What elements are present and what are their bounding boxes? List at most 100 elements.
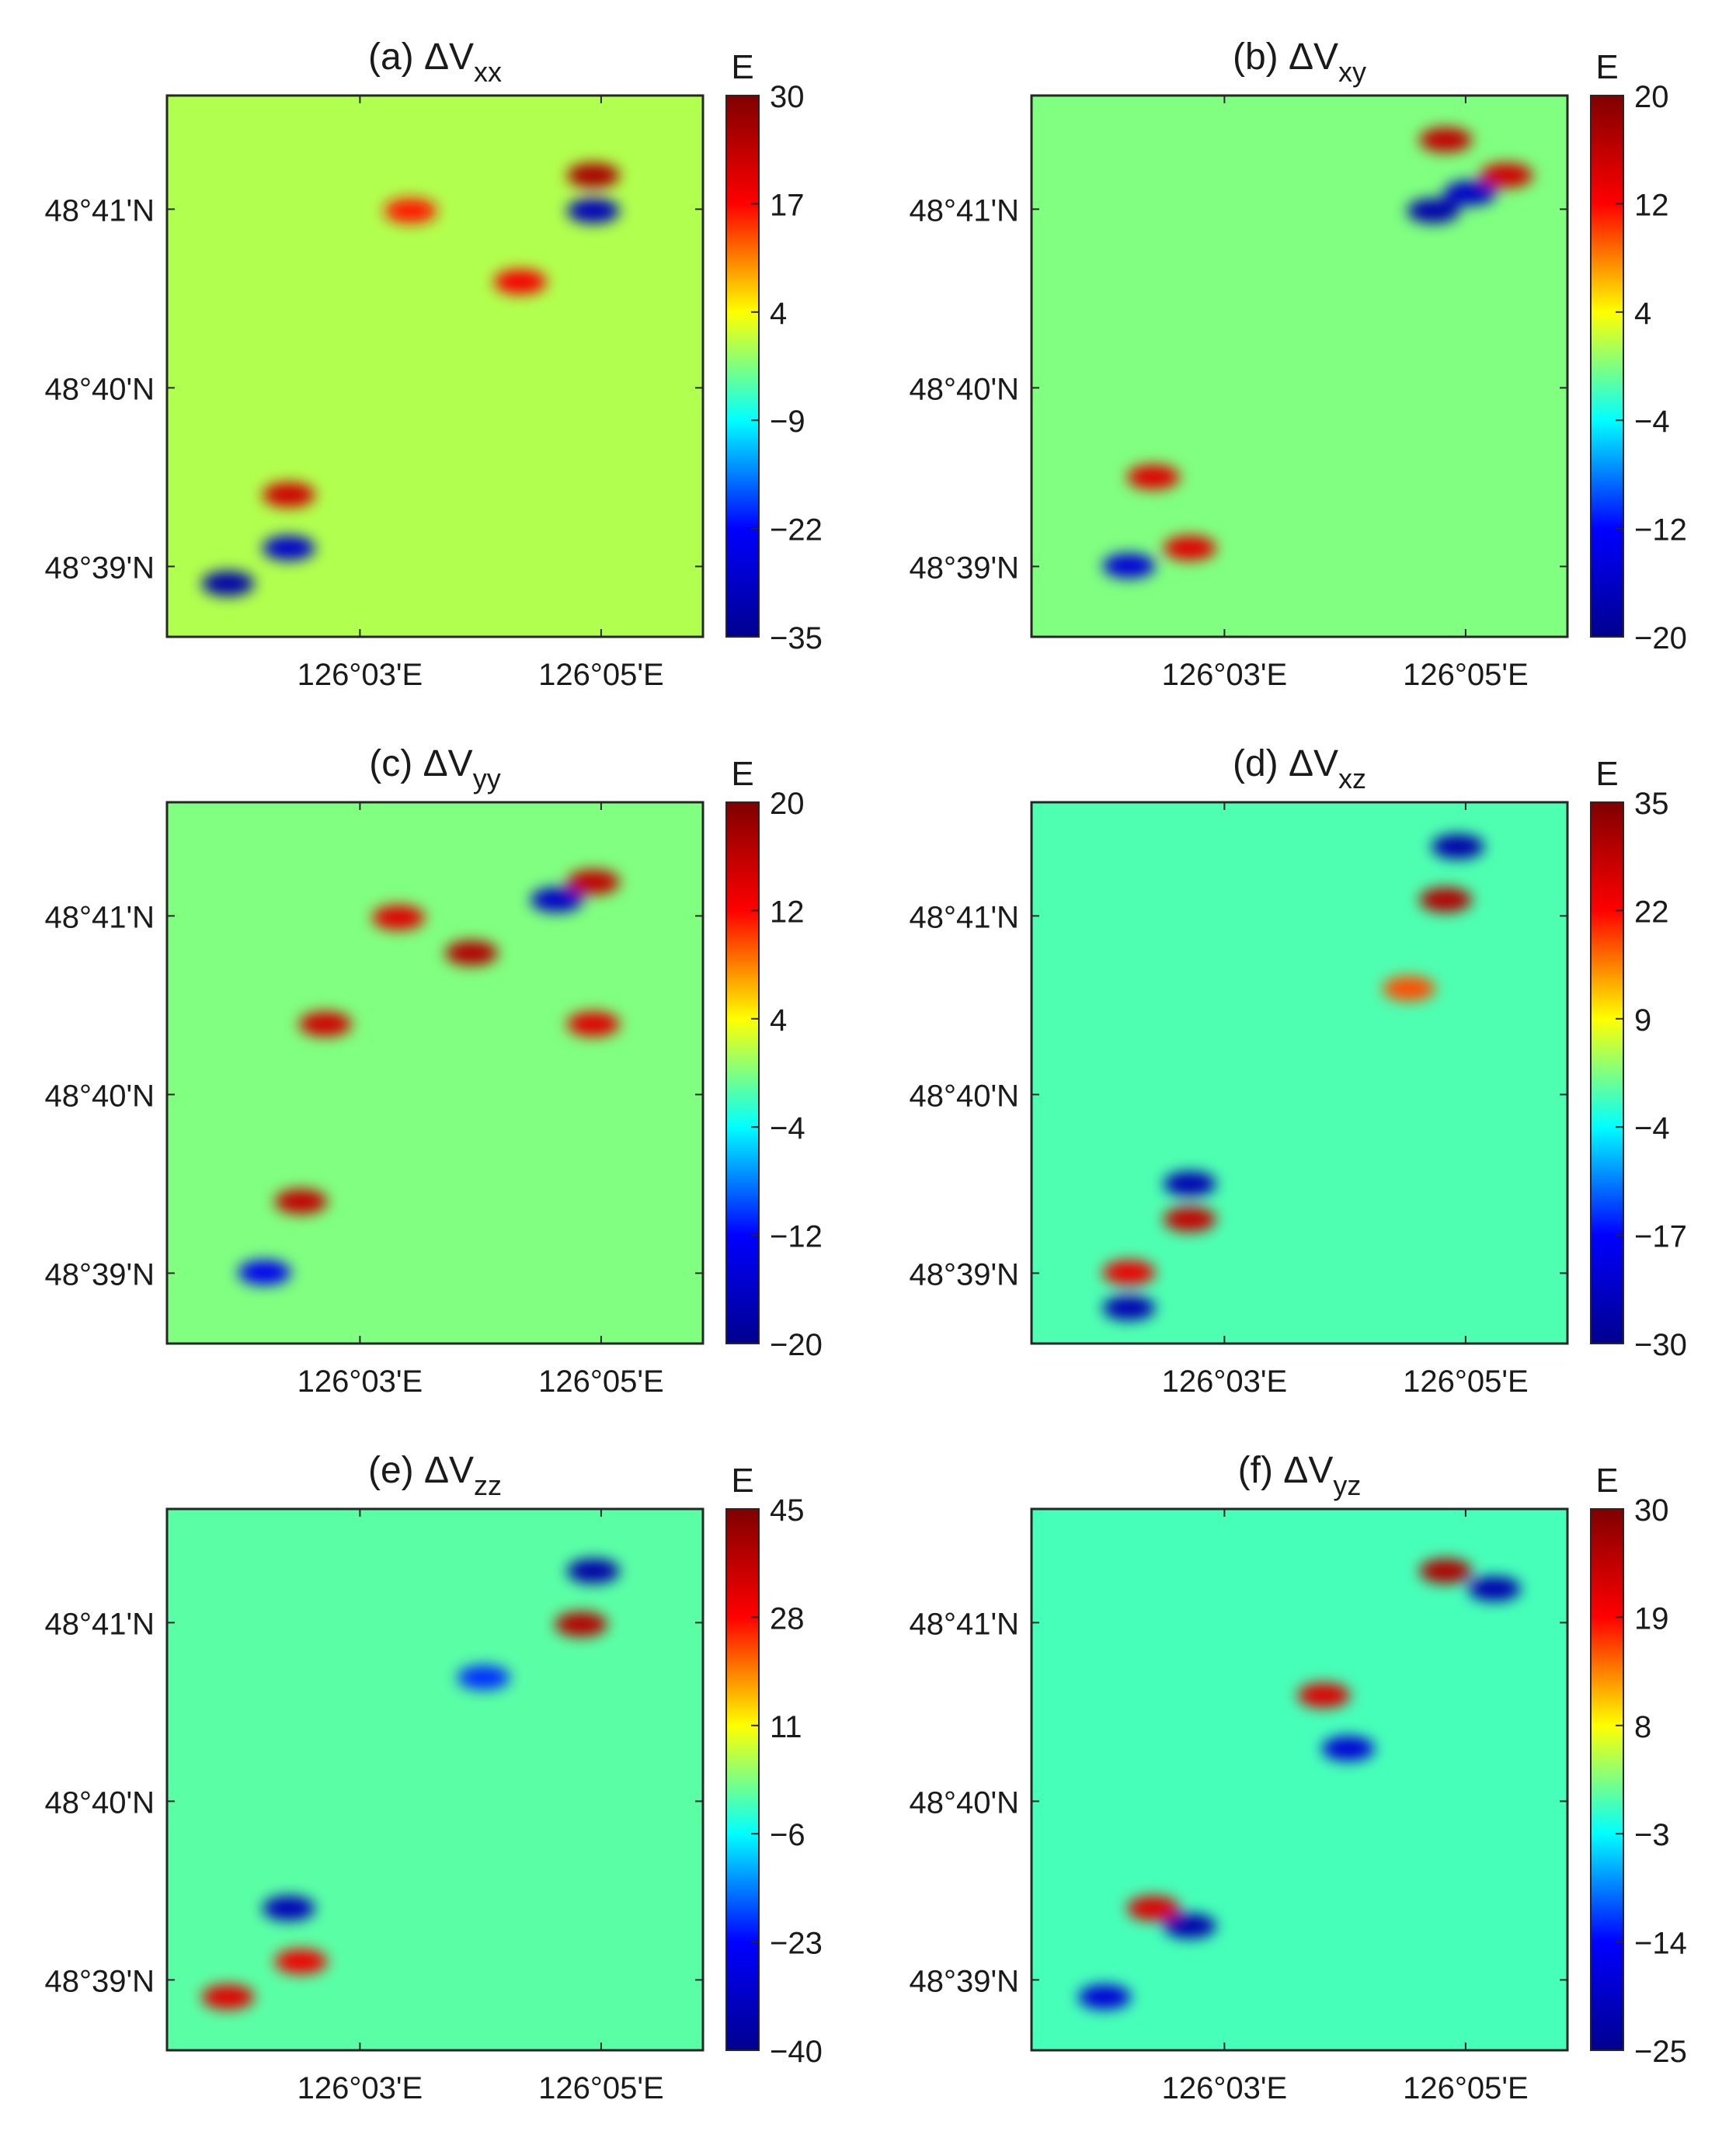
anomaly-mark (1431, 834, 1484, 860)
x-tick-label: 126°03'E (1162, 658, 1288, 692)
colorbar-tick-label: −20 (1634, 621, 1687, 655)
anomaly-mark (1078, 1984, 1132, 2010)
colorbar-tick-label: 20 (1634, 80, 1669, 114)
anomaly-mark (262, 535, 315, 561)
panel-f: (f) ΔVyz 48°41'N 48°40'N 48°39'N 126°03'E 126… (909, 1450, 1686, 2105)
y-tick-label: 48°39'N (44, 1257, 155, 1292)
anomaly-mark (566, 162, 620, 188)
anomaly-mark (262, 482, 315, 508)
colorbar (725, 1508, 760, 2051)
heatmap-anomalies (1078, 1558, 1521, 2010)
colorbar-tick-label: −6 (770, 1818, 805, 1852)
y-tick-label: 48°41'N (44, 193, 155, 228)
colorbar-tick-label: 9 (1634, 1003, 1651, 1038)
anomaly-mark (371, 905, 425, 930)
heatmap-background (1032, 802, 1567, 1344)
panel-title: (b) ΔVxy (1233, 37, 1366, 88)
anomaly-mark (1126, 1896, 1180, 1921)
anomaly-mark (1467, 1576, 1521, 1601)
colorbar-tick-label: −35 (770, 621, 823, 655)
map-frame (165, 801, 704, 1345)
colorbar-tick-label: 17 (770, 188, 805, 222)
x-tick-label: 126°05'E (1403, 2071, 1529, 2105)
panel-title: (c) ΔVyy (369, 743, 500, 794)
y-tick-label: 48°39'N (909, 1257, 1019, 1292)
anomaly-mark (1102, 1295, 1156, 1321)
colorbar-tick-label: 12 (770, 895, 805, 929)
colorbar-tick-label: −12 (1634, 513, 1687, 548)
colorbar-tick-label: 12 (1634, 188, 1669, 222)
x-tick-label: 126°03'E (297, 1365, 423, 1399)
colorbar-tick-label: −25 (1634, 2035, 1687, 2069)
colorbar-tick-label: −22 (770, 513, 823, 548)
anomaly-mark (1383, 975, 1436, 1001)
colorbar-tick-label: 45 (770, 1493, 805, 1528)
y-tick-label: 48°40'N (909, 372, 1019, 406)
anomaly-mark (1480, 162, 1533, 188)
x-tick-label: 126°05'E (538, 1365, 664, 1399)
anomaly-mark (1163, 1171, 1216, 1197)
anomaly-mark (1443, 180, 1497, 206)
colorbar-unit: E (1595, 755, 1618, 793)
anomaly-mark (566, 869, 620, 895)
anomaly-mark (457, 1665, 510, 1691)
colorbar-unit: E (1595, 48, 1618, 86)
colorbar-tick-label: −17 (1634, 1220, 1687, 1254)
colorbar-tick-label: 30 (1634, 1493, 1669, 1528)
colorbar-tick-label: −40 (770, 2035, 823, 2069)
anomaly-mark (1163, 1207, 1216, 1232)
panel-title-subscript: xz (1338, 763, 1366, 794)
panel-a: (a) ΔVxx 48°41'N 48°40'N 48°39'N 126°03'E 126… (44, 37, 822, 692)
colorbar (1590, 1508, 1624, 2051)
panel-title-subscript: zz (474, 1469, 502, 1501)
panel-title: (e) ΔVzz (368, 1450, 502, 1501)
colorbar-tick-label: 19 (1634, 1601, 1669, 1636)
y-tick-label: 48°39'N (909, 1964, 1019, 1998)
anomaly-mark (384, 198, 437, 224)
colorbar-tick-label: −4 (770, 1111, 805, 1146)
panels-root: (a) ΔVxx 48°41'N 48°40'N 48°39'N 126°03'E 126… (44, 37, 1686, 2105)
y-tick-label: 48°40'N (44, 372, 155, 406)
map-frame (1030, 1507, 1569, 2052)
map-frame (165, 1507, 704, 2052)
anomaly-mark (566, 1011, 620, 1037)
y-tick-label: 48°40'N (44, 1785, 155, 1820)
y-tick-label: 48°40'N (44, 1079, 155, 1113)
x-tick-label: 126°03'E (1162, 1365, 1288, 1399)
panel-title-subscript: yz (1333, 1469, 1361, 1501)
heatmap-anomalies (201, 1558, 620, 2010)
colorbar (725, 801, 760, 1344)
panel-title-subscript: yy (473, 763, 501, 794)
anomaly-mark (1419, 887, 1473, 913)
colorbar-unit: E (731, 755, 753, 793)
colorbar (1590, 95, 1624, 638)
colorbar-tick-label: 4 (1634, 297, 1651, 331)
panel-title: (a) ΔVxx (368, 37, 502, 88)
panel-title-main: (f) ΔV (1238, 1450, 1334, 1491)
map-frame (1030, 94, 1569, 638)
colorbar-tick-label: −14 (1634, 1927, 1687, 1961)
anomaly-mark (274, 1189, 328, 1215)
anomaly-mark (445, 940, 499, 966)
anomaly-mark (1163, 535, 1216, 561)
colorbar-tick-label: 22 (1634, 895, 1669, 929)
anomaly-mark (555, 1611, 608, 1637)
panel-d: (d) ΔVxz 48°41'N 48°40'N 48°39'N 126°03'E 126… (909, 743, 1686, 1399)
heatmap-anomalies (201, 162, 620, 596)
x-tick-label: 126°05'E (538, 2071, 664, 2105)
colorbar-tick-label: 8 (1634, 1710, 1651, 1744)
y-tick-label: 48°41'N (909, 193, 1019, 228)
heatmap-background (167, 802, 703, 1344)
panel-title-main: (e) ΔV (368, 1450, 474, 1491)
x-tick-label: 126°03'E (1162, 2071, 1288, 2105)
heatmap-background (167, 1509, 703, 2050)
heatmap-anomalies (1102, 127, 1533, 579)
colorbar-tick-label: 11 (770, 1710, 802, 1744)
panel-b: (b) ΔVxy 48°41'N 48°40'N 48°39'N 126°03'E 126… (909, 37, 1686, 692)
colorbar-tick-label: −4 (1634, 405, 1670, 439)
y-tick-label: 48°39'N (44, 1964, 155, 1998)
y-tick-label: 48°39'N (909, 551, 1019, 585)
x-tick-label: 126°03'E (297, 2071, 423, 2105)
colorbar-tick-label: −30 (1634, 1328, 1687, 1362)
